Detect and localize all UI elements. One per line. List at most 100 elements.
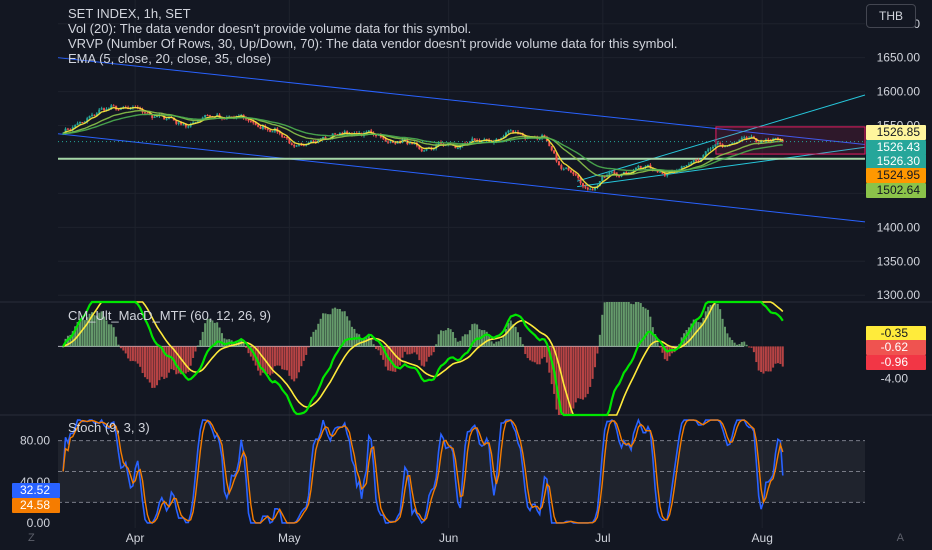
macd-bar	[180, 346, 183, 375]
macd-bar	[603, 302, 606, 347]
macd-bar	[403, 346, 406, 352]
auto-scale-icon[interactable]: A	[896, 532, 904, 544]
macd-bar	[346, 316, 349, 347]
macd-bar	[257, 346, 260, 371]
candle-body	[509, 130, 512, 132]
legend-ema: EMA (5, close, 20, close, 35, close)	[68, 51, 272, 66]
macd-bar	[86, 317, 89, 347]
macd-bar	[350, 326, 353, 347]
macd-bar	[509, 320, 512, 347]
stoch-axis-label: 80.00	[20, 434, 50, 448]
candle-body	[591, 189, 594, 191]
candle-body	[110, 105, 113, 109]
macd-bar	[151, 346, 154, 388]
macd-bar	[184, 346, 187, 374]
macd-bar	[579, 346, 582, 399]
candle-body	[310, 140, 313, 143]
macd-bar	[591, 346, 594, 379]
macd-bar	[767, 346, 770, 372]
candle-body	[714, 144, 717, 147]
macd-bar	[81, 319, 84, 347]
macd-bar	[95, 315, 98, 347]
candle-body	[550, 146, 553, 151]
macd-bar	[343, 311, 346, 347]
macd-bar	[177, 346, 180, 374]
macd-bar	[247, 346, 250, 354]
macd-bar	[557, 346, 560, 415]
candle-body	[343, 131, 346, 134]
macd-bar	[317, 323, 320, 347]
macd-bar	[545, 346, 548, 363]
macd-bar	[312, 331, 315, 347]
candle-body	[204, 114, 207, 118]
candle-body	[569, 170, 572, 173]
macd-value-box	[866, 355, 926, 370]
candle-body	[293, 144, 296, 147]
stoch-value-box	[12, 498, 60, 513]
macd-bar	[656, 342, 659, 347]
currency-button[interactable]: THB	[866, 4, 916, 28]
candle-body	[661, 171, 664, 174]
macd-bar	[283, 346, 286, 370]
macd-bar	[728, 337, 731, 347]
macd-bar	[726, 333, 729, 347]
macd-bar	[483, 330, 486, 347]
macd-bar	[115, 336, 118, 347]
macd-bar	[555, 346, 558, 410]
macd-bar	[406, 346, 409, 355]
candle-body	[589, 189, 592, 191]
candle-body	[512, 130, 515, 133]
macd-bar	[461, 336, 464, 347]
candle-body	[649, 164, 652, 168]
candle-body	[704, 151, 707, 156]
candle-body	[81, 122, 84, 124]
macd-bar	[276, 346, 279, 366]
macd-bar	[377, 346, 380, 351]
ema-20-line	[62, 109, 783, 177]
macd-bar	[218, 327, 221, 347]
candle-body	[295, 145, 298, 147]
candle-body	[288, 138, 291, 144]
macd-bar	[692, 319, 695, 347]
macd-bar	[156, 346, 159, 386]
macd-bar	[139, 346, 142, 367]
price-axis-label: 1650.00	[877, 51, 921, 65]
candle-body	[567, 167, 570, 171]
trend-lines	[57, 57, 866, 223]
candle-body	[692, 160, 695, 163]
candle-body	[338, 133, 341, 135]
macd-bar	[745, 344, 748, 347]
candle-body	[245, 118, 248, 120]
macd-bar	[160, 346, 163, 377]
time-axis-label: Jun	[439, 531, 458, 545]
candle-body	[622, 171, 625, 174]
ema-35-line	[63, 113, 783, 172]
macd-bar	[760, 346, 763, 373]
macd-bar	[714, 303, 717, 347]
macd-bar	[646, 309, 649, 347]
macd-bar	[613, 302, 616, 347]
macd-bar	[731, 340, 734, 347]
candle-body	[634, 167, 637, 171]
macd-bar	[259, 346, 262, 376]
macd-bar	[764, 346, 767, 372]
macd-bar	[322, 313, 325, 347]
macd-bar	[124, 346, 127, 354]
macd-bar	[324, 313, 327, 347]
macd-bar	[755, 346, 758, 363]
candle-body	[377, 134, 380, 136]
macd-bar	[172, 346, 175, 371]
macd-bar	[418, 346, 421, 361]
candle-body	[261, 126, 264, 129]
macd-bar	[625, 302, 628, 347]
candle-body	[107, 108, 110, 110]
candle-body	[565, 167, 568, 169]
candle-body	[709, 148, 712, 150]
timezone-icon[interactable]: Z	[28, 532, 35, 544]
macd-bar	[281, 346, 284, 370]
macd-bar	[213, 322, 216, 347]
macd-bar	[690, 323, 693, 347]
macd-bar	[127, 346, 130, 359]
macd-bar	[307, 346, 310, 348]
